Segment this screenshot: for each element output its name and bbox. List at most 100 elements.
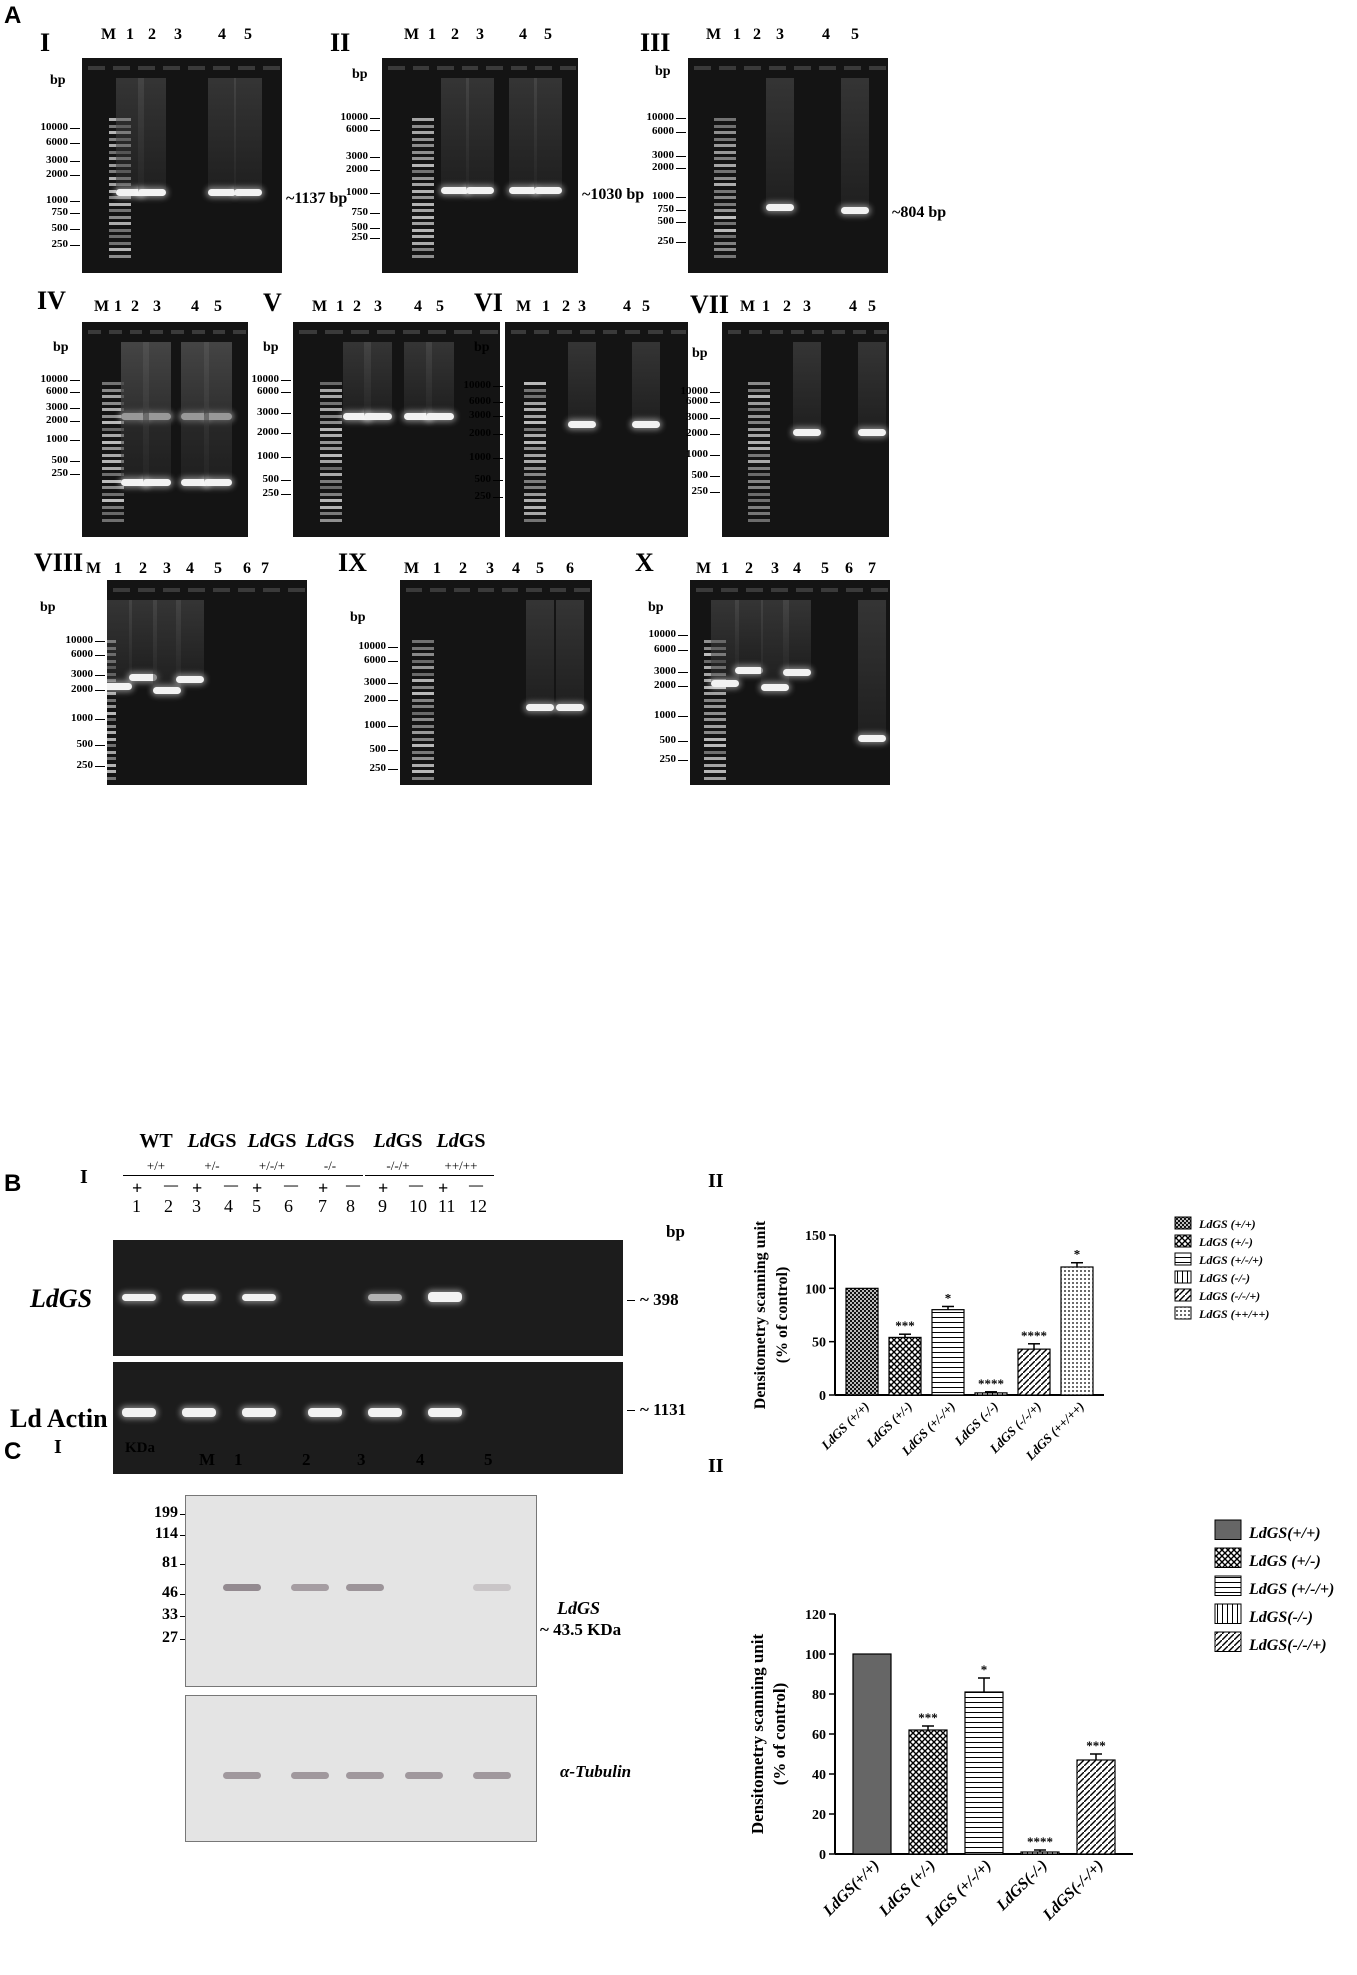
genotype-underline [179, 1175, 245, 1176]
ladder-size-2000: 2000 [30, 414, 68, 426]
dna-band [793, 429, 821, 436]
ladder-band [412, 777, 434, 780]
well [770, 330, 783, 334]
ladder-band [748, 480, 770, 483]
ladder-band [102, 506, 124, 509]
ladder-size-2000: 2000 [670, 427, 708, 439]
well [213, 66, 230, 70]
tubulin-band [223, 1772, 261, 1779]
ladder-tick [493, 402, 503, 403]
ladder-size-1000: 1000 [670, 448, 708, 460]
ladder-tick [70, 229, 80, 230]
ladder-band [320, 473, 342, 476]
lane-smear [364, 342, 392, 416]
bp-label: bp [40, 600, 56, 616]
ladder-band [320, 421, 342, 424]
row-label-ldgs: LdGS [30, 1284, 92, 1314]
ladder-size-6000: 6000 [670, 395, 708, 407]
ladder-tick [493, 434, 503, 435]
ladder-tick [678, 741, 688, 742]
bp-label: bp [352, 67, 368, 83]
lane-label-2: 2 [459, 560, 467, 578]
ladder-tick [95, 690, 105, 691]
ladder-band [524, 434, 546, 437]
lane-label-7: 7 [261, 560, 269, 578]
ladder-size-3000: 3000 [348, 676, 386, 688]
ladder-tick [70, 408, 80, 409]
ladder-band [412, 131, 434, 134]
well [580, 330, 595, 334]
y-axis-title: Densitometry scanning unit [752, 1220, 769, 1409]
dna-band [711, 680, 739, 687]
dna-band [534, 187, 562, 194]
lane-label-M: M [706, 26, 721, 44]
panel-b-chart: 0 50 100 150 Densitometry scanning unit (% of… [735, 1205, 1355, 1470]
panel-b-ii-label: II [708, 1170, 724, 1193]
ladder-band [714, 255, 736, 258]
ladder-tick [281, 380, 291, 381]
gel-label-V: V [263, 288, 282, 318]
lane-label-3: 3 [771, 560, 779, 578]
ladder-band [109, 242, 131, 245]
lane-label-M: M [86, 560, 101, 578]
sign-9: — [409, 1178, 423, 1194]
dna-ladder [412, 58, 434, 273]
rt-pcr-gel-ldgs [113, 1240, 623, 1356]
ladder-band [109, 248, 131, 251]
y-tick-label: 150 [805, 1229, 826, 1244]
ladder-band [524, 389, 546, 392]
ladder-band [320, 408, 342, 411]
legend-entry-2: LdGS (+/-/+) [1248, 1581, 1334, 1598]
lane-label-5: 5 [484, 1450, 493, 1470]
tubulin-band [405, 1772, 443, 1779]
legend-swatch-1 [1215, 1548, 1241, 1568]
ladder-size-500: 500 [638, 734, 676, 746]
lane-label-2: 2 [302, 1450, 311, 1470]
group-name-5: LdGS [421, 1130, 501, 1153]
agarose-gel-VIII [107, 580, 307, 785]
ladder-band [412, 222, 434, 225]
kda-label: KDa [125, 1440, 155, 1457]
significance-1: *** [918, 1710, 938, 1725]
sign-5: — [284, 1178, 298, 1194]
lane-label-M: M [94, 298, 109, 316]
ladder-size-250: 250 [636, 235, 674, 247]
lane-smear [841, 78, 869, 210]
bp-label: bp [648, 600, 664, 616]
ladder-band [107, 757, 116, 760]
bar-0 [853, 1654, 891, 1854]
well [263, 66, 280, 70]
ladder-band [524, 506, 546, 509]
lane-number-4: 4 [224, 1196, 233, 1217]
ladder-tick [493, 497, 503, 498]
bp-label: bp [692, 346, 708, 362]
ladder-tick [70, 380, 80, 381]
well [299, 330, 317, 334]
ladder-band [412, 757, 434, 760]
ladder-tick [676, 132, 686, 133]
ladder-tick [388, 700, 398, 701]
ladder-size-250: 250 [55, 759, 93, 771]
ladder-band [412, 692, 434, 695]
panel-b-i-label: I [80, 1166, 88, 1189]
ladder-size-1000: 1000 [30, 194, 68, 206]
well [437, 66, 454, 70]
legend-swatch-2 [1175, 1253, 1191, 1265]
ladder-tick [493, 480, 503, 481]
ladder-size-750: 750 [636, 203, 674, 215]
ladder-tick [388, 769, 398, 770]
panel-c-letter: C [4, 1438, 21, 1466]
well [502, 588, 518, 592]
densitometry-chart-c: 020406080100120Densitometry scanning uni… [730, 1490, 1355, 1970]
lane-number-5: 5 [252, 1196, 261, 1217]
dna-band [858, 429, 886, 436]
lane-label-4: 4 [849, 298, 857, 316]
bp-label: bp [655, 64, 671, 80]
ladder-band [714, 235, 736, 238]
gel-label-X: X [635, 548, 654, 578]
gel-label-I: I [40, 28, 50, 58]
ladder-size-500: 500 [636, 215, 674, 227]
well [746, 588, 763, 592]
ladder-tick [70, 474, 80, 475]
lane-label-2: 2 [148, 26, 156, 44]
